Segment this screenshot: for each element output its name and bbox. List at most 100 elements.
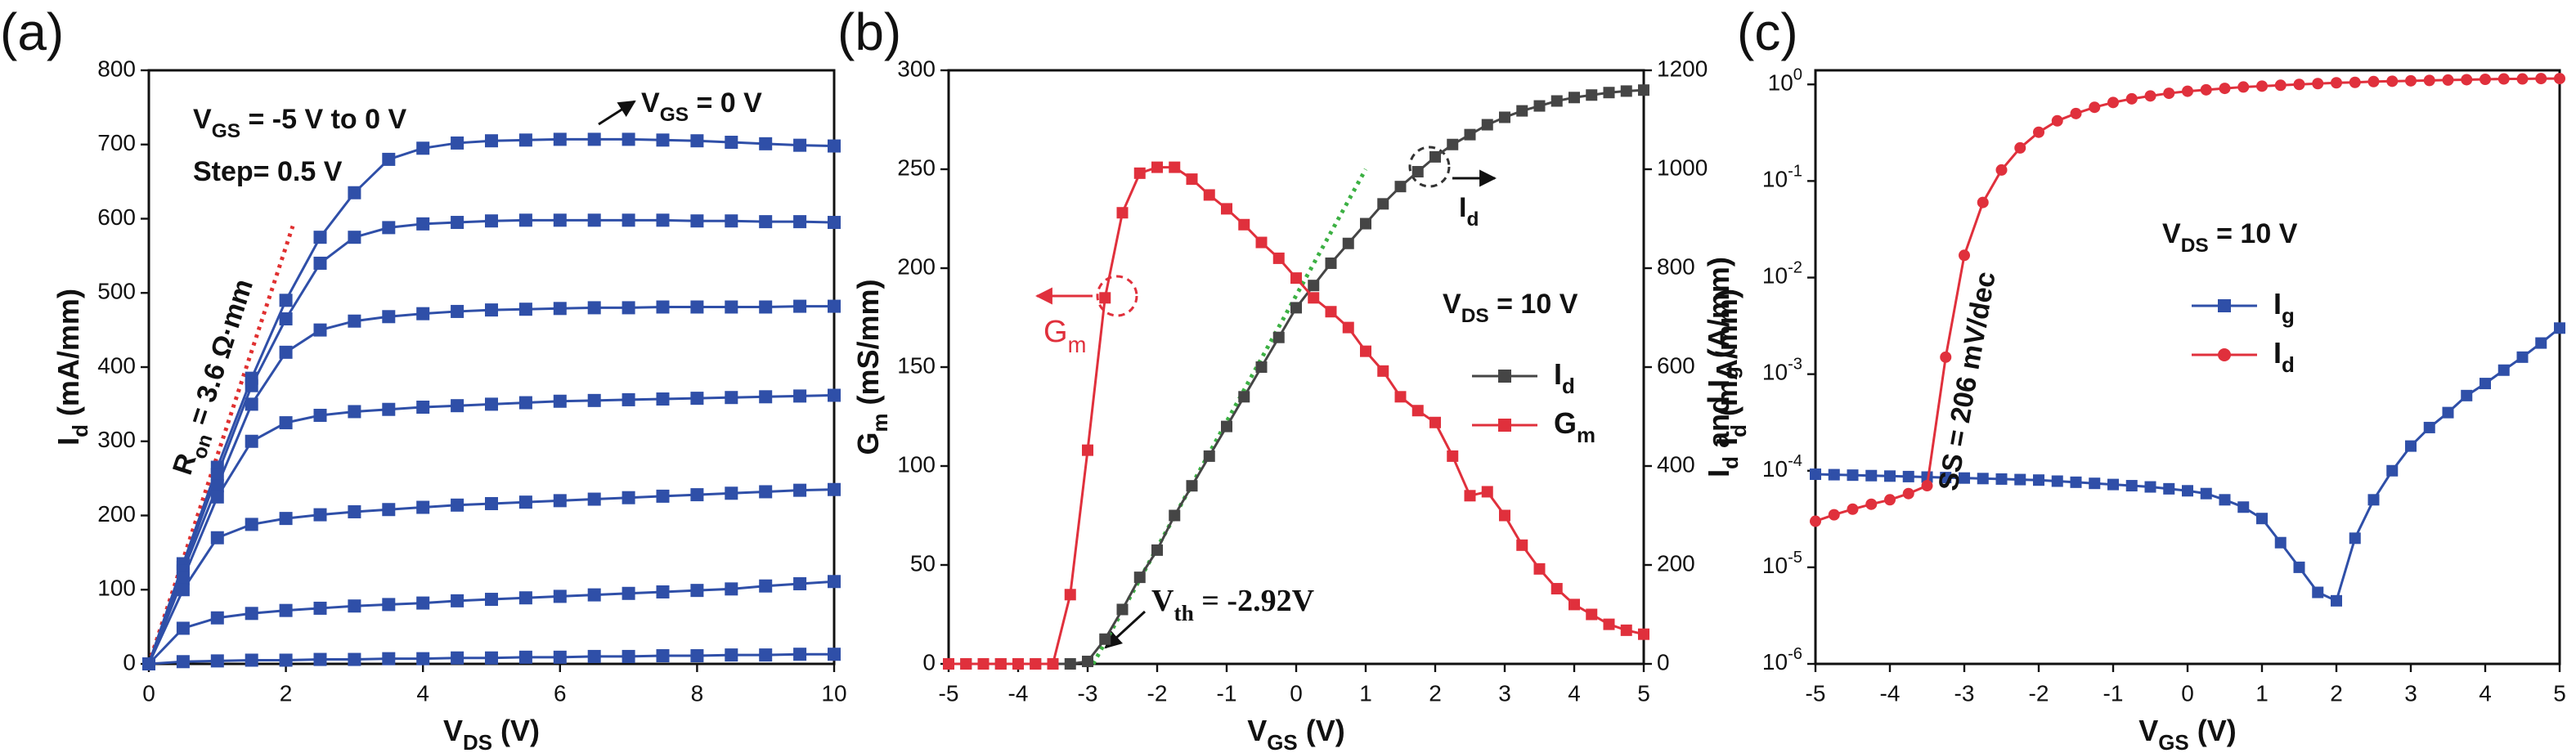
- marker: [587, 492, 601, 506]
- marker: [2256, 513, 2268, 525]
- marker: [2033, 126, 2044, 138]
- x-tick-label: -4: [1008, 680, 1029, 706]
- text-part: GS: [2158, 732, 2188, 753]
- marker: [1290, 272, 1302, 285]
- y-tick-label: 0: [922, 649, 936, 675]
- marker: [2237, 81, 2250, 93]
- text-part: m: [1068, 332, 1087, 357]
- legend-marker: [2218, 299, 2231, 312]
- marker: [518, 396, 532, 410]
- marker: [994, 658, 1007, 670]
- x-tick-label: 2: [1429, 680, 1442, 706]
- marker: [759, 390, 773, 404]
- marker: [1064, 658, 1076, 670]
- x-tick-label: -3: [1078, 680, 1098, 706]
- panel-label: (b): [837, 2, 901, 61]
- text-part: V: [1443, 289, 1461, 320]
- marker: [793, 389, 807, 403]
- x-tick-label: 0: [142, 680, 155, 706]
- marker: [382, 152, 396, 166]
- marker: [1586, 608, 1598, 621]
- marker: [1884, 494, 1896, 506]
- marker: [313, 408, 327, 422]
- text-part: (V): [2189, 714, 2237, 747]
- marker: [2107, 96, 2119, 109]
- marker: [1810, 468, 1821, 481]
- marker: [725, 391, 738, 405]
- marker: [725, 582, 738, 596]
- marker: [2461, 74, 2473, 86]
- annotation: VDS = 10 V: [2162, 218, 2298, 257]
- text-part: -3: [1788, 356, 1802, 374]
- x-tick-label: -2: [1147, 680, 1168, 706]
- marker: [690, 649, 704, 663]
- marker: [960, 658, 972, 670]
- marker: [1308, 292, 1320, 304]
- series: [142, 482, 841, 670]
- marker: [416, 141, 430, 155]
- marker: [793, 138, 807, 152]
- marker: [828, 648, 841, 661]
- x-axis-label: VGS (V): [1247, 714, 1344, 753]
- marker: [416, 401, 430, 415]
- text-part: 10: [1762, 263, 1788, 289]
- marker: [1290, 302, 1302, 314]
- marker: [485, 397, 498, 411]
- marker: [1447, 138, 1459, 150]
- marker: [1394, 181, 1407, 193]
- x-axis-label: VDS (V): [443, 714, 540, 753]
- marker: [1603, 618, 1615, 630]
- text-part: d: [70, 424, 92, 437]
- x-tick-label: 1: [2255, 680, 2269, 706]
- marker: [1377, 365, 1389, 377]
- marker: [176, 621, 190, 635]
- marker: [725, 214, 738, 228]
- marker: [1047, 658, 1059, 670]
- marker: [1411, 405, 1424, 417]
- y-tick-label: 700: [97, 130, 136, 155]
- text-part: 10: [1762, 553, 1788, 578]
- marker: [2237, 501, 2250, 513]
- marker: [622, 586, 635, 600]
- marker: [828, 139, 841, 153]
- marker: [279, 512, 293, 526]
- marker: [210, 479, 224, 493]
- text-part: V: [1151, 584, 1174, 618]
- text-part: (mS/mm): [851, 279, 885, 413]
- marker: [1203, 450, 1215, 462]
- marker: [1902, 487, 1914, 500]
- marker: [416, 596, 430, 610]
- text-part: = 10 V: [2209, 218, 2298, 249]
- marker: [1847, 503, 1859, 515]
- marker: [1995, 473, 2008, 485]
- y-tick-label: 10-5: [1762, 549, 1802, 578]
- marker: [2144, 481, 2156, 493]
- marker: [2516, 351, 2529, 363]
- text-part: = 0 V: [689, 87, 762, 119]
- marker: [1586, 89, 1598, 101]
- text-part: g: [2282, 305, 2295, 328]
- marker: [2423, 74, 2435, 87]
- marker: [1995, 164, 2008, 176]
- marker: [1342, 321, 1354, 334]
- x-tick-label: 2: [2330, 680, 2343, 706]
- text-part: V: [2162, 218, 2181, 249]
- marker: [690, 134, 704, 148]
- dashed-circle: [1096, 275, 1138, 317]
- marker: [1977, 196, 1989, 208]
- marker: [382, 652, 396, 666]
- marker: [210, 611, 224, 625]
- y-tick-label: 10-1: [1762, 163, 1802, 192]
- text-part: m: [1577, 424, 1595, 447]
- annotation: VGS = 0 V: [641, 87, 762, 126]
- text-part: I: [2273, 287, 2282, 320]
- y-axis-label: Gm (mS/mm): [851, 279, 892, 455]
- marker: [622, 649, 635, 663]
- marker: [1464, 490, 1476, 502]
- marker: [2331, 594, 2342, 607]
- x-tick-label: 5: [2553, 680, 2566, 706]
- marker: [622, 491, 635, 504]
- text-part: V: [641, 87, 660, 119]
- legend-marker: [1498, 419, 1511, 432]
- marker: [943, 658, 954, 670]
